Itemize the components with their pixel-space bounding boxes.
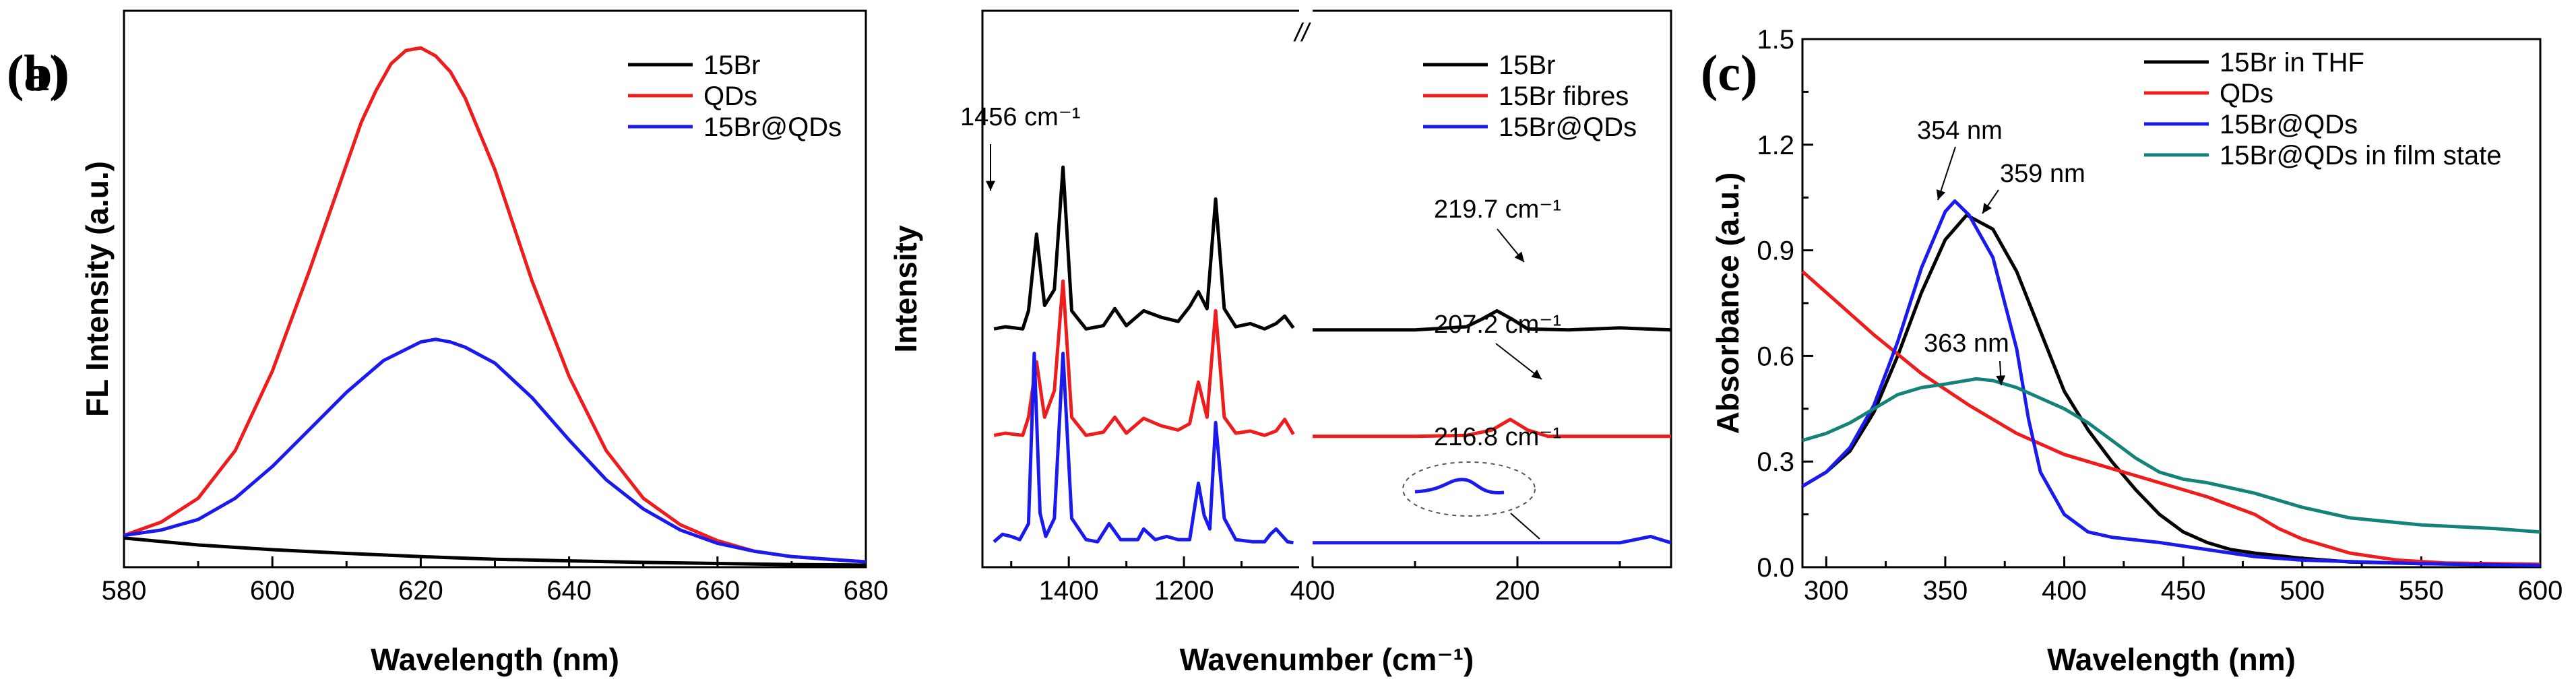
panel-b-break-gap-bottom [1299,564,1313,570]
panel-b-xtick-label-b-0: 400 [1290,576,1336,606]
panel-b-series-0-left [993,165,1295,331]
panel-b-annot-2168: 216.8 cm⁻¹ [1434,423,1561,451]
panel-b-ylabel: Intensity [888,225,923,353]
panel-c-xtick-label-1: 350 [1923,576,1968,606]
panel-b-xtick-label-a-1: 1200 [1154,576,1214,606]
panel-c-xtick-label-3: 450 [2161,576,2206,606]
panel-a-legend-label-1: QDs [703,82,757,111]
panel-b-break-mark: // [1292,19,1311,47]
panel-b-arrow-2072-head [1531,369,1542,379]
panel-a-xtick-label-4: 660 [695,576,740,606]
panel-a-ylabel: FL Intensity (a.u.) [80,161,115,417]
panel-a-label: (a) [7,45,67,102]
panel-b-xlabel: Wavenumber (cm⁻¹) [1180,642,1474,677]
panel-c-legend-label-3: 15Br@QDs in film state [2220,141,2502,170]
panel-c-ytick-label-1: 0.3 [1757,447,1794,477]
panel-c-ytick-label-2: 0.6 [1757,342,1794,371]
panel-b-legend-label-2: 15Br@QDs [1499,112,1637,142]
panel-c-legend-label-2: 15Br@QDs [2220,110,2358,139]
panel-c-series-2 [1801,199,2541,567]
panel-a-xlabel: Wavelength (nm) [371,642,619,677]
panel-c-arrow-354-head [1936,189,1946,200]
panel-b-series-0-right [1313,309,1672,332]
panel-c-xtick-label-4: 500 [2280,576,2325,606]
panel-b-xtick-label-b-1: 200 [1495,576,1540,606]
panel-c-ytick-label-4: 1.2 [1757,131,1794,160]
panel-c-xlabel: Wavelength (nm) [2047,642,2296,677]
panel-b-annot-2197: 219.7 cm⁻¹ [1434,195,1561,224]
panel-c-annot-354: 354 nm [1917,117,2003,145]
panel-b-legend-label-0: 15Br [1499,51,1556,80]
panel-c-ytick-label-0: 0.0 [1757,553,1794,583]
panel-c-xtick-label-6: 600 [2518,576,2563,606]
panel-b-zoom-ellipse [1402,461,1536,517]
panel-a-legend-label-0: 15Br [703,51,761,80]
panel-a-series-2 [123,337,867,564]
panel-c-arrow-359-head [1982,203,1992,214]
panel-c-ytick-label-3: 0.9 [1757,236,1794,266]
panel-c-arrow-363-head [1996,375,2006,385]
panel-b-annot-2072: 207.2 cm⁻¹ [1434,311,1561,339]
panel-c-xtick-label-2: 400 [2042,576,2087,606]
panel-b-legend-label-1: 15Br fibres [1499,82,1629,111]
panel-b-annot-1456: 1456 cm⁻¹ [960,103,1080,131]
panel-a-series-0 [123,536,867,567]
panel-c-series-3 [1802,377,2541,534]
panel-c-label: (c) [1701,45,1757,102]
panel-a-xtick-label-3: 640 [546,576,592,606]
panel-b-frame [981,9,1672,569]
panel-b-arrow-1456-head [986,181,995,191]
panel-b-break-gap-top [1299,8,1313,13]
panel-a-xtick-label-5: 680 [844,576,889,606]
panel-b-series-1-left [993,279,1295,437]
panel-b-arrow-2197-head [1514,251,1524,262]
panel-c-series-1 [1801,270,2541,567]
panel-c-ytick-label-5: 1.5 [1757,25,1794,55]
panel-a-series-1 [123,46,867,564]
panel-a-xtick-label-1: 600 [250,576,295,606]
panel-b-series-2-right [1313,534,1672,545]
panel-c-annot-359: 359 nm [2000,160,2085,188]
panel-b-xtick-label-a-0: 1400 [1039,576,1099,606]
panel-b-label: (b) [7,45,69,102]
panel-a-xtick-label-0: 580 [102,576,147,606]
panel-c-legend-label-0: 15Br in THF [2220,48,2364,77]
panel-a-legend-label-2: 15Br@QDs [703,112,842,142]
panel-c-ylabel: Absorbance (a.u.) [1710,172,1745,434]
panel-c-xtick-label-5: 550 [2399,576,2444,606]
panel-b-zoom-leader [1510,513,1540,540]
panel-b-series-1-right [1313,418,1671,439]
panel-b-zoom-inset [1414,478,1505,494]
panel-c-annot-363: 363 nm [1924,329,2009,358]
panel-a-xtick-label-2: 620 [398,576,443,606]
panel-b-series-2-left [993,352,1294,545]
panel-c-xtick-label-0: 300 [1804,576,1849,606]
panel-c-legend-label-1: QDs [2220,79,2273,108]
